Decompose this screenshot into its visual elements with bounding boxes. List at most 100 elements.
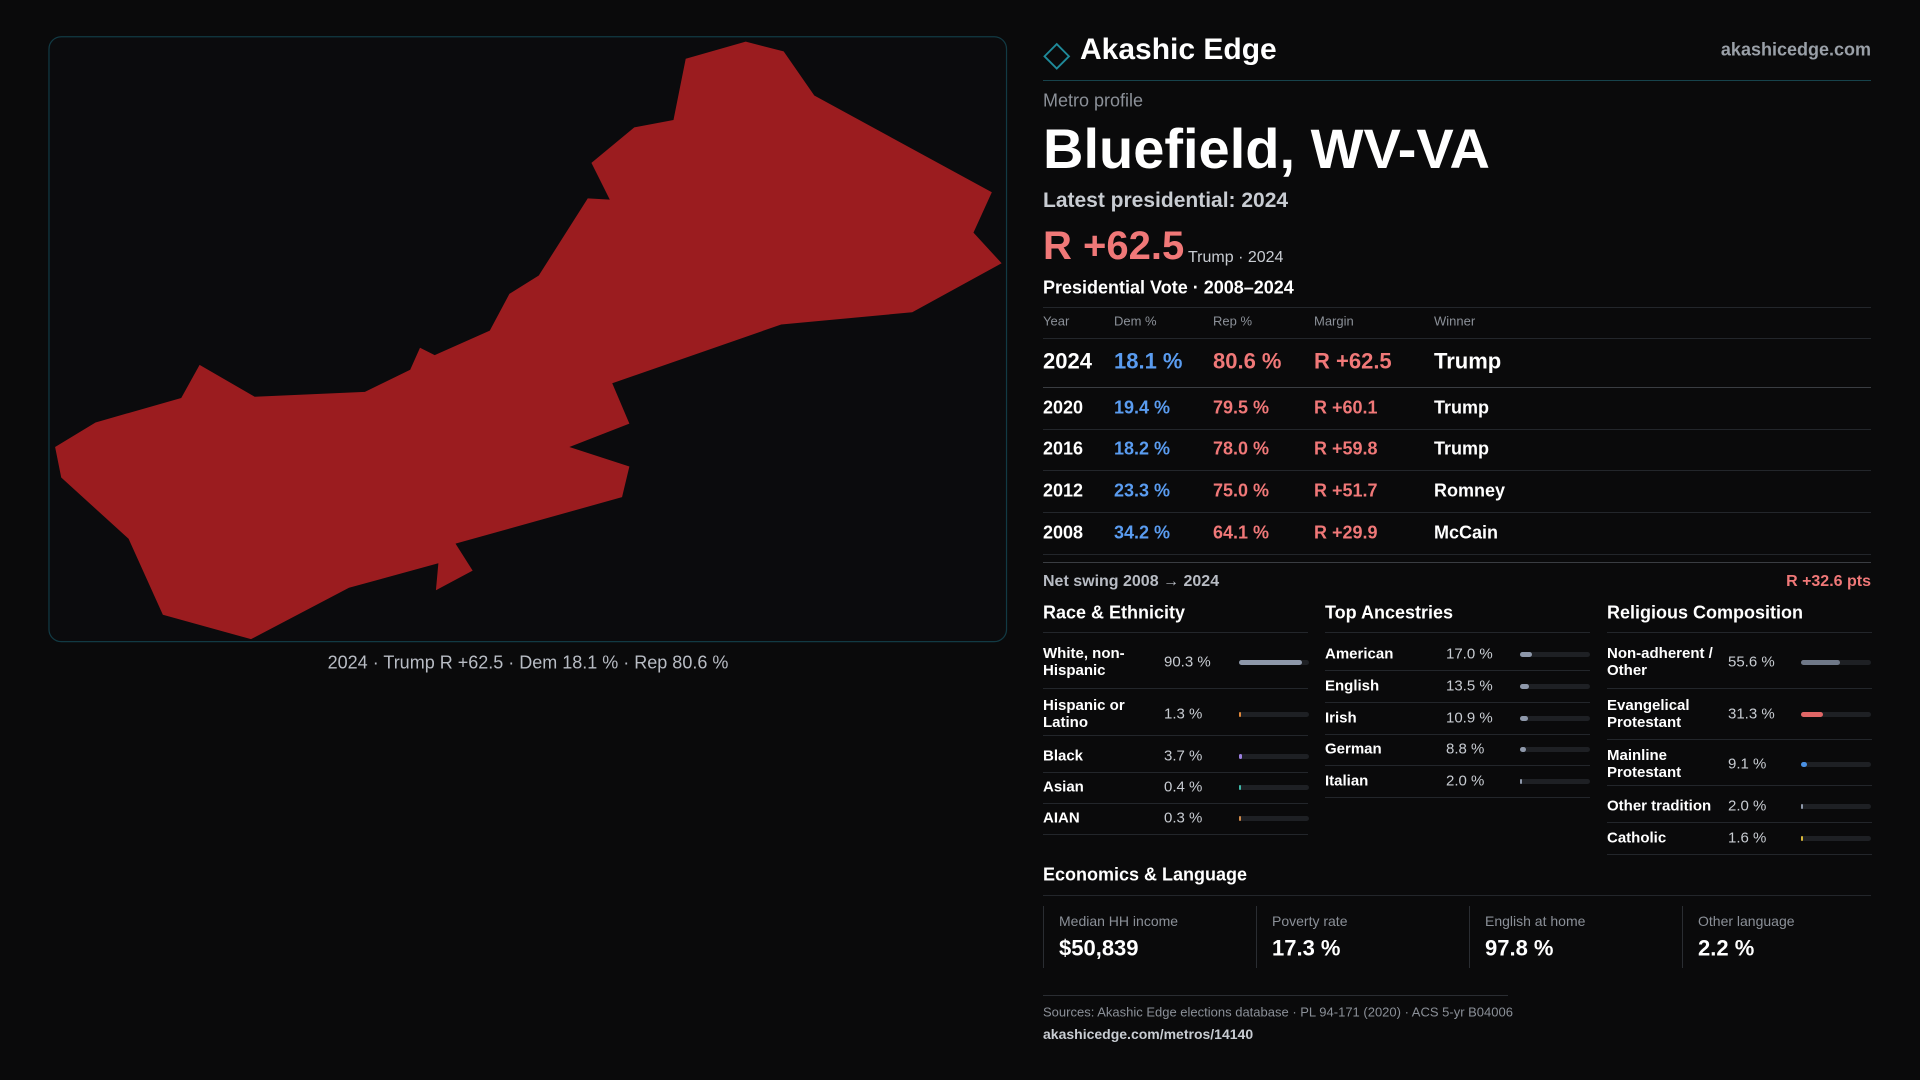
row-value: 3.7 %: [1164, 747, 1203, 765]
column-header: Winner: [1434, 313, 1476, 329]
bar-track: [1520, 683, 1590, 689]
divider: [1043, 802, 1308, 804]
bar: [1239, 711, 1241, 717]
row-value: 55.6 %: [1728, 653, 1775, 671]
divider: [1043, 307, 1871, 308]
row-value: 1.6 %: [1728, 829, 1767, 847]
vote-cell: 75.0 %: [1213, 480, 1270, 501]
card-border: [1469, 906, 1470, 968]
card-label: Poverty rate: [1272, 912, 1348, 929]
panel-title: Religious Composition: [1607, 602, 1803, 623]
divider: [1043, 338, 1871, 339]
divider: [1043, 80, 1871, 81]
row-label: English: [1325, 677, 1380, 695]
panel-title: Race & Ethnicity: [1043, 602, 1186, 623]
divider: [1325, 670, 1590, 671]
divider: [1043, 512, 1871, 513]
vote-cell: 2012: [1043, 480, 1084, 501]
row-value: 2.0 %: [1728, 797, 1767, 815]
row-label: Other tradition: [1607, 797, 1712, 815]
bar-track: [1239, 815, 1309, 821]
row-value: 0.4 %: [1164, 778, 1203, 796]
bar: [1801, 711, 1823, 717]
vote-cell: Trump: [1434, 397, 1490, 418]
vote-cell: 18.1 %: [1114, 348, 1183, 374]
divider: [1043, 632, 1308, 633]
row-label: German: [1325, 740, 1382, 758]
bar: [1520, 651, 1532, 657]
vote-cell: Trump: [1434, 438, 1490, 459]
card-label: Other language: [1698, 912, 1795, 929]
kicker: Metro profile: [1043, 90, 1144, 111]
divider: [1043, 771, 1308, 773]
divider: [1043, 688, 1308, 689]
vote-cell: 34.2 %: [1114, 522, 1171, 543]
card-label: English at home: [1485, 912, 1586, 929]
row-label: Italian: [1325, 772, 1369, 790]
vote-cell: 80.6 %: [1213, 348, 1282, 374]
divider: [1607, 632, 1872, 633]
column-header: Rep %: [1213, 313, 1253, 329]
card-border: [1043, 906, 1044, 968]
vote-cell: 2020: [1043, 397, 1084, 418]
source-url: akashicedge.com/metros/14140: [1043, 1025, 1254, 1042]
latest: Latest presidential: 2024: [1043, 188, 1289, 212]
card-value: 17.3 %: [1272, 935, 1341, 961]
column-header: Year: [1043, 313, 1070, 329]
divider: [1043, 387, 1871, 388]
bar: [1520, 715, 1528, 721]
metro-shape: [55, 41, 1002, 640]
bar-track: [1520, 715, 1590, 721]
row-label: Mainline Protestant: [1607, 746, 1682, 781]
divider: [1325, 733, 1590, 735]
card-value: 97.8 %: [1485, 935, 1554, 961]
divider: [1043, 562, 1871, 563]
swing-value: R +32.6 pts: [1786, 572, 1871, 590]
row-value: 13.5 %: [1446, 677, 1493, 695]
bar-track: [1239, 784, 1309, 790]
vote-cell: 2008: [1043, 522, 1084, 543]
margin-note: Trump · 2024: [1188, 248, 1284, 266]
vote-cell: R +51.7: [1314, 480, 1378, 501]
divider: [1043, 895, 1871, 896]
vote-cell: R +62.5: [1314, 348, 1392, 374]
row-value: 0.3 %: [1164, 809, 1203, 827]
row-label: Non-adherent / Other: [1607, 644, 1713, 679]
map-caption: 2024 · Trump R +62.5 · Dem 18.1 % · Rep …: [327, 652, 729, 673]
vote-cell: 18.2 %: [1114, 438, 1171, 459]
row-value: 9.1 %: [1728, 755, 1767, 773]
bar: [1239, 753, 1242, 759]
bar: [1801, 659, 1840, 665]
divider: [1043, 995, 1508, 996]
swing-label: Net swing 2008 → 2024: [1043, 572, 1220, 590]
bar: [1801, 835, 1803, 841]
bar: [1801, 761, 1808, 767]
metro-title: Bluefield, WV-VA: [1043, 116, 1490, 180]
vote-cell: 78.0 %: [1213, 438, 1270, 459]
row-label: Hispanic or Latino: [1043, 696, 1125, 731]
divider: [1325, 702, 1590, 703]
divider: [1607, 785, 1872, 786]
panel-title: Top Ancestries: [1325, 602, 1454, 623]
row-label: Asian: [1043, 778, 1084, 796]
bar: [1520, 778, 1522, 784]
site: akashicedge.com: [1720, 39, 1871, 60]
row-value: 2.0 %: [1446, 772, 1485, 790]
card-label: Median HH income: [1059, 912, 1179, 929]
vote-cell: 19.4 %: [1114, 397, 1171, 418]
bar-track: [1520, 746, 1590, 752]
bar-track: [1801, 711, 1871, 717]
vote-cell: Trump: [1434, 348, 1502, 374]
vote-cell: 23.3 %: [1114, 480, 1171, 501]
card-border: [1682, 906, 1683, 968]
vote-cell: R +59.8: [1314, 438, 1378, 459]
bar-track: [1239, 711, 1309, 717]
row-value: 10.9 %: [1446, 709, 1493, 727]
section-title: Economics & Language: [1043, 864, 1248, 885]
row-label: Catholic: [1607, 829, 1667, 847]
vote-cell: McCain: [1434, 522, 1499, 543]
column-header: Margin: [1314, 313, 1354, 329]
bar: [1801, 803, 1803, 809]
row-value: 17.0 %: [1446, 645, 1493, 663]
